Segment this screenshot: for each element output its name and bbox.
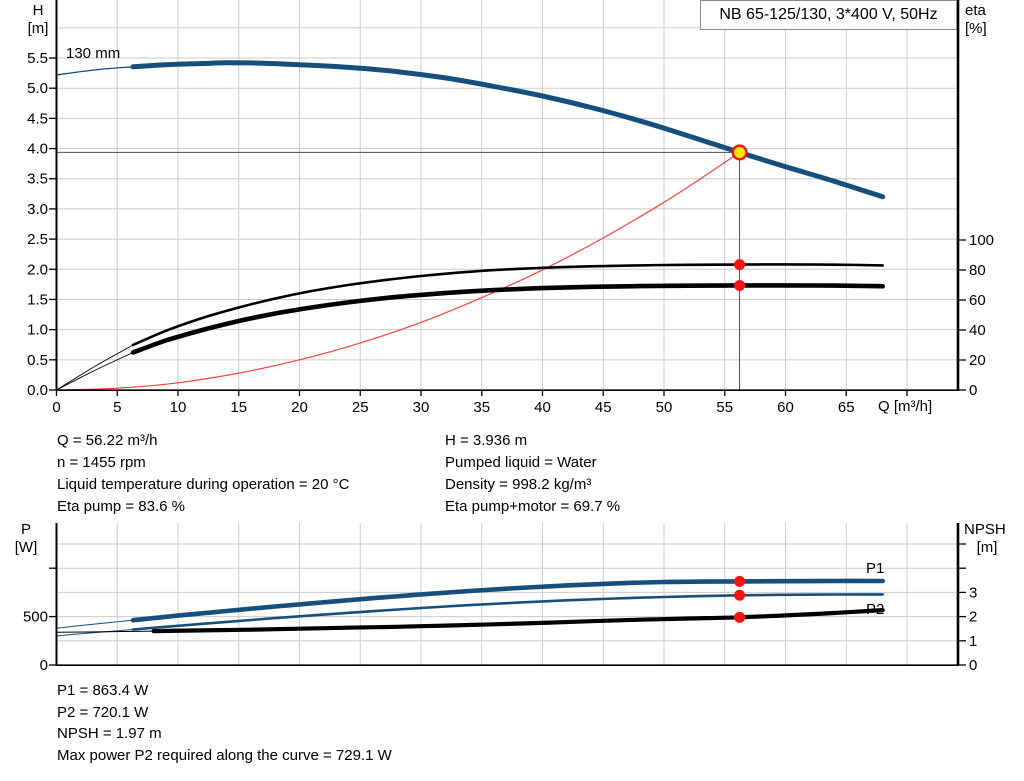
- svg-text:80: 80: [969, 262, 986, 279]
- svg-text:100: 100: [969, 232, 994, 249]
- info-line-maxp2: Max power P2 required along the curve = …: [57, 746, 392, 764]
- p-axis-unit: [W]: [14, 539, 38, 556]
- svg-text:0.5: 0.5: [27, 352, 48, 369]
- svg-text:2: 2: [969, 609, 977, 626]
- info-line-temp: Liquid temperature during operation = 20…: [57, 476, 350, 493]
- info-line-p1: P1 = 863.4 W: [57, 682, 149, 699]
- svg-text:3: 3: [969, 584, 977, 601]
- svg-text:3.0: 3.0: [27, 201, 48, 218]
- duty-point-markers[interactable]: [731, 144, 748, 291]
- eta-axis-label: eta: [965, 2, 986, 19]
- svg-text:20: 20: [969, 352, 986, 369]
- duty-info-right: H = 3.936 m Pumped liquid = Water Densit…: [445, 430, 620, 518]
- eta-axis-unit: [%]: [965, 20, 987, 37]
- power-chart-axes: [49, 523, 966, 666]
- info-line-npsh: NPSH = 1.97 m: [57, 725, 162, 742]
- system-curve[interactable]: [55, 151, 741, 391]
- power-marker[interactable]: [734, 589, 746, 601]
- h-axis-unit: [m]: [27, 20, 49, 37]
- npsh-axis-unit: [m]: [976, 539, 998, 556]
- svg-text:15: 15: [230, 399, 247, 416]
- svg-text:0: 0: [969, 657, 977, 674]
- svg-text:50: 50: [656, 399, 673, 416]
- info-line-liquid: Pumped liquid = Water: [445, 454, 597, 471]
- svg-text:40: 40: [534, 399, 551, 416]
- svg-text:0: 0: [52, 399, 60, 416]
- svg-text:5.0: 5.0: [27, 80, 48, 97]
- svg-text:60: 60: [777, 399, 794, 416]
- eta-marker[interactable]: [734, 279, 746, 291]
- info-line-q: Q = 56.22 m³/h: [57, 432, 158, 449]
- svg-text:55: 55: [716, 399, 733, 416]
- duty-crosshair: [56, 151, 741, 390]
- p1-curve[interactable]: [56, 578, 885, 629]
- svg-text:1.5: 1.5: [27, 291, 48, 308]
- info-line-p2: P2 = 720.1 W: [57, 703, 149, 721]
- svg-text:25: 25: [352, 399, 369, 416]
- svg-text:20: 20: [291, 399, 308, 416]
- info-line-h: H = 3.936 m: [445, 432, 528, 449]
- info-line-n: n = 1455 rpm: [57, 454, 146, 471]
- power-info: P1 = 863.4 W P2 = 720.1 W NPSH = 1.97 m …: [57, 680, 392, 766]
- power-marker[interactable]: [734, 575, 746, 587]
- impeller-diameter-label: 130 mm: [66, 45, 121, 62]
- npsh-marker[interactable]: [734, 611, 746, 623]
- svg-text:2.5: 2.5: [27, 231, 48, 248]
- eta-pump-motor-curve[interactable]: [56, 283, 885, 391]
- svg-text:500: 500: [23, 609, 48, 626]
- info-line-eta-pump: Eta pump = 83.6 %: [57, 498, 185, 515]
- svg-text:1: 1: [969, 633, 977, 650]
- svg-text:30: 30: [413, 399, 430, 416]
- eta-marker[interactable]: [734, 259, 746, 271]
- p2-curve[interactable]: [56, 593, 884, 637]
- p2-curve-label: P2: [866, 601, 884, 618]
- svg-text:5: 5: [113, 399, 121, 416]
- svg-text:60: 60: [969, 292, 986, 309]
- power-chart-tick-labels: 0 500 0 1 2 3 P1 P2: [23, 560, 977, 674]
- p-axis-label: P: [20, 521, 31, 538]
- svg-text:3.5: 3.5: [27, 171, 48, 188]
- svg-text:0: 0: [40, 657, 48, 674]
- svg-text:10: 10: [170, 399, 187, 416]
- npsh-axis-label: NPSH: [964, 521, 1006, 538]
- svg-text:2.0: 2.0: [27, 261, 48, 278]
- info-line-eta-total: Eta pump+motor = 69.7 %: [445, 498, 621, 515]
- duty-info-left: Q = 56.22 m³/h n = 1455 rpm Liquid tempe…: [57, 430, 349, 518]
- head-chart-tick-labels: 0 5 10 15 20 25 30 35 40 45 50 55 60 65 0.0 0.5 1.0 1.5 2.…: [27, 50, 994, 416]
- head-chart-axes: [49, 0, 966, 396]
- duty-point-marker[interactable]: [731, 144, 748, 161]
- svg-text:4.0: 4.0: [27, 141, 48, 158]
- h-axis-label: H: [32, 2, 44, 19]
- q-axis-label: Q [m³/h]: [878, 398, 933, 415]
- p1-curve-label: P1: [866, 560, 884, 577]
- svg-text:40: 40: [969, 322, 986, 339]
- pump-title-box: NB 65-125/130, 3*400 V, 50Hz: [700, 0, 957, 30]
- svg-text:35: 35: [473, 399, 490, 416]
- power-duty-markers[interactable]: [734, 575, 746, 623]
- power-chart-gridlines: [57, 523, 957, 665]
- head-chart[interactable]: 0 5 10 15 20 25 30 35 40 45 50 55 60 65 0.0 0.5 1.0 1.5 2.…: [0, 0, 1024, 430]
- svg-text:45: 45: [595, 399, 612, 416]
- svg-text:0.0: 0.0: [27, 382, 48, 399]
- npsh-curve[interactable]: [56, 608, 885, 634]
- head-curve[interactable]: [55, 60, 886, 200]
- info-line-density: Density = 998.2 kg/m³: [445, 476, 592, 493]
- svg-text:0: 0: [969, 382, 977, 399]
- svg-text:65: 65: [838, 399, 855, 416]
- svg-text:1.0: 1.0: [27, 322, 48, 339]
- power-npsh-chart[interactable]: 0 500 0 1 2 3 P1 P2: [0, 515, 1024, 690]
- svg-text:5.5: 5.5: [27, 50, 48, 67]
- svg-text:4.5: 4.5: [27, 110, 48, 127]
